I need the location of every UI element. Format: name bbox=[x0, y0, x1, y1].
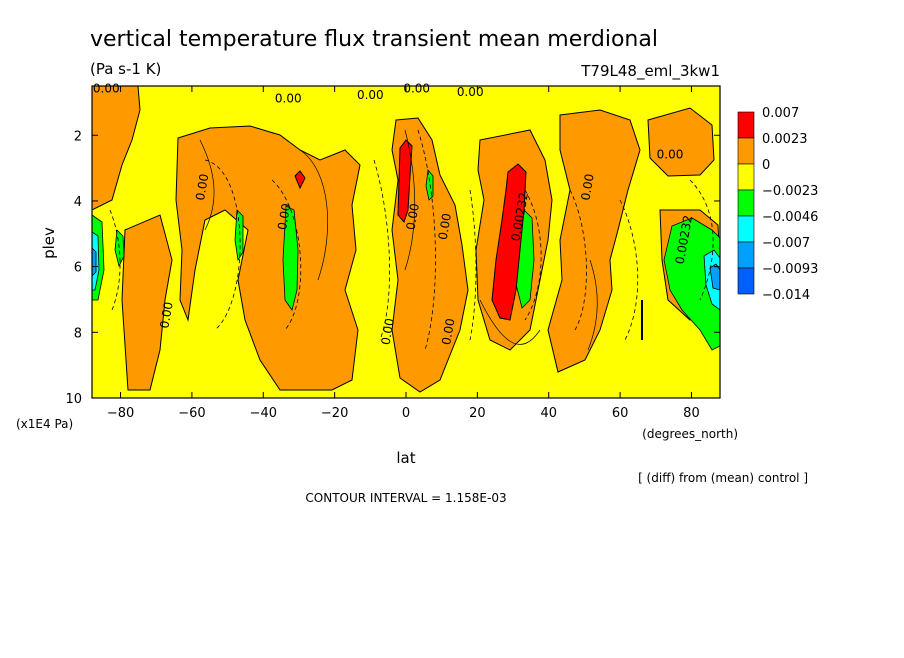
red-region bbox=[294, 170, 306, 190]
x-axis-units: (degrees_north) bbox=[642, 427, 738, 441]
diff-note: [ (diff) from (mean) control ] bbox=[638, 471, 808, 485]
experiment-label: T79L48_eml_3kw1 bbox=[580, 62, 720, 81]
x-tick-label: −20 bbox=[321, 406, 348, 421]
legend-swatch bbox=[737, 241, 755, 269]
y-tick-label: 2 bbox=[74, 129, 82, 144]
x-tick-label: 60 bbox=[612, 406, 629, 421]
solid-contours bbox=[199, 129, 643, 351]
x-axis: −80 −60 −40 −20 0 20 40 60 80 bbox=[107, 86, 700, 421]
legend-swatch bbox=[737, 267, 755, 295]
legend-swatch bbox=[737, 111, 755, 139]
orange-region bbox=[91, 85, 141, 211]
contour-label: 0.00 bbox=[657, 147, 684, 161]
green-region bbox=[663, 217, 721, 351]
legend-label: −0.014 bbox=[762, 288, 810, 303]
x-tick-label: 20 bbox=[469, 406, 486, 421]
x-axis-label: lat bbox=[396, 449, 415, 467]
green-region bbox=[282, 205, 299, 311]
y-tick-label: 4 bbox=[74, 195, 82, 210]
red-region bbox=[491, 163, 527, 321]
red-regions bbox=[294, 139, 527, 321]
contour-label: 0.00 bbox=[93, 82, 120, 96]
contour-label: 0.00 bbox=[275, 91, 302, 105]
orange-region bbox=[647, 107, 715, 177]
legend-label: 0 bbox=[762, 158, 770, 173]
contour-label: 0.00 bbox=[578, 173, 596, 202]
green-region bbox=[114, 229, 125, 268]
legend-label: 0.007 bbox=[762, 106, 799, 121]
orange-region bbox=[547, 109, 641, 373]
y-tick-label: 6 bbox=[74, 261, 82, 276]
contour-label: 0.00 bbox=[439, 317, 457, 346]
legend-label: 0.0023 bbox=[762, 132, 808, 147]
orange-region bbox=[121, 214, 173, 391]
legend-label: −0.007 bbox=[762, 236, 810, 251]
y-axis: 2 4 6 8 10 bbox=[65, 129, 720, 407]
y-axis-units: (x1E4 Pa) bbox=[16, 417, 73, 431]
legend-label: −0.0023 bbox=[762, 184, 818, 199]
orange-region bbox=[175, 125, 361, 391]
y-tick-label: 8 bbox=[74, 326, 82, 341]
legend-swatch bbox=[737, 215, 755, 243]
x-tick-label: −60 bbox=[178, 406, 205, 421]
contour-label: 0.00 bbox=[404, 202, 422, 231]
contour-label: 0.00 bbox=[357, 88, 384, 102]
legend-swatch bbox=[737, 189, 755, 217]
legend-swatch bbox=[737, 163, 755, 191]
contour-label: 0.00 bbox=[403, 82, 430, 96]
chart-title: vertical temperature flux transient mean… bbox=[90, 27, 658, 52]
x-tick-label: 0 bbox=[402, 406, 410, 421]
contour-interval: CONTOUR INTERVAL = 1.158E-03 bbox=[305, 491, 506, 505]
contour-label: 0.00 bbox=[275, 202, 293, 231]
contour-label: 0.00 bbox=[193, 173, 211, 202]
green-region bbox=[234, 209, 244, 262]
contour-label: 0.00 bbox=[379, 317, 397, 346]
contour-label: 0.00 bbox=[157, 301, 175, 330]
chart-units: (Pa s-1 K) bbox=[90, 60, 161, 78]
blue-regions bbox=[91, 247, 721, 291]
y-tick-label: 10 bbox=[65, 392, 82, 407]
color-legend: 0.007 0.0023 0 −0.0023 −0.0046 −0.007 −0.0093 −… bbox=[737, 106, 818, 303]
contour-label: 0.00 bbox=[457, 85, 484, 99]
plot-area: 0.00 0.00 0.00 0.00 0.00 0.00 0.00 0.00 0.00 0.00… bbox=[65, 82, 721, 421]
legend-swatch bbox=[737, 137, 755, 165]
x-tick-label: 40 bbox=[540, 406, 557, 421]
legend-label: −0.0093 bbox=[762, 262, 818, 277]
x-tick-label: 80 bbox=[683, 406, 700, 421]
y-axis-label: plev bbox=[40, 227, 58, 259]
x-tick-label: −40 bbox=[250, 406, 277, 421]
x-tick-label: −80 bbox=[107, 406, 134, 421]
legend-label: −0.0046 bbox=[762, 210, 818, 225]
contour-label: 0.00 bbox=[436, 212, 454, 241]
dashed-contours bbox=[109, 129, 714, 351]
orange-region bbox=[391, 117, 469, 393]
